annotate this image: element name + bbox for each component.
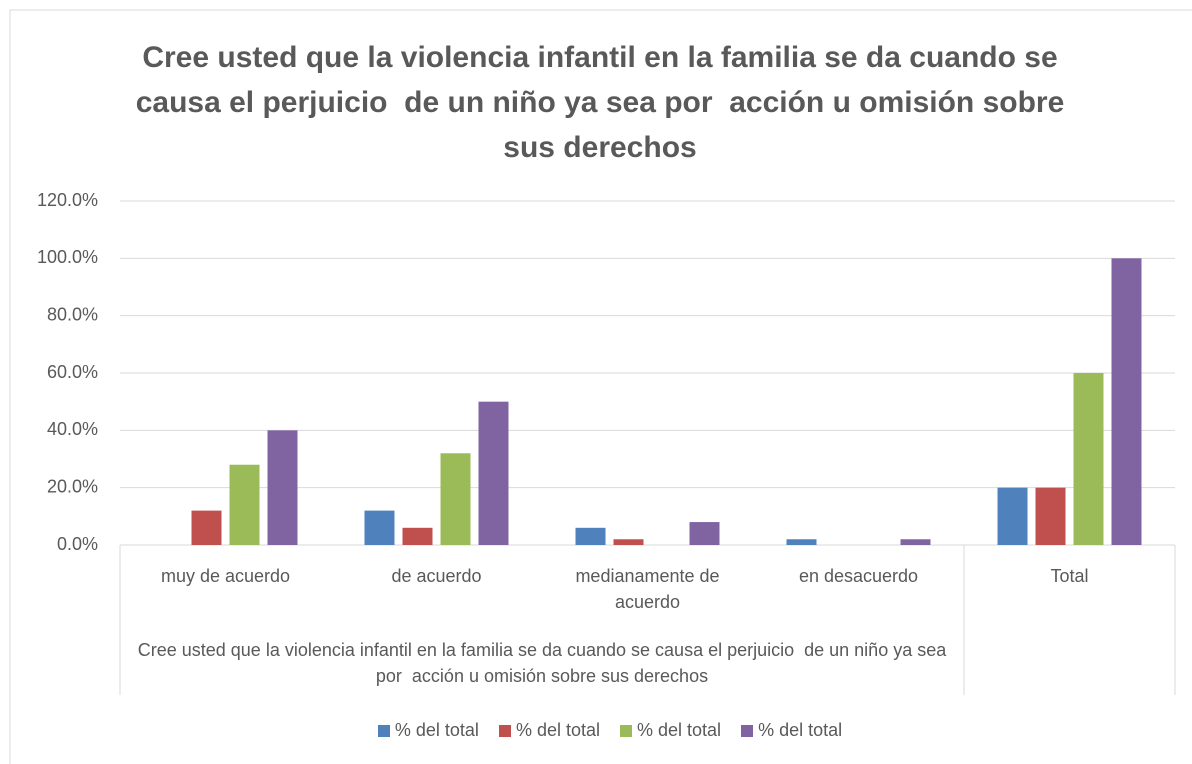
legend-label: % del total bbox=[758, 720, 843, 740]
y-tick-label: 80.0% bbox=[47, 304, 98, 324]
bar bbox=[613, 539, 644, 545]
bar bbox=[229, 464, 260, 545]
bar bbox=[440, 453, 471, 545]
x-tick-label: Total bbox=[1050, 566, 1089, 586]
x-tick-label: de acuerdo bbox=[391, 566, 482, 586]
y-tick-label: 40.0% bbox=[47, 419, 98, 439]
legend-swatch bbox=[741, 724, 754, 737]
legend-item: % del total bbox=[620, 720, 721, 741]
bar bbox=[364, 510, 395, 545]
bar bbox=[900, 539, 931, 545]
bar bbox=[402, 527, 433, 545]
legend: % del total % del total % del total % del t… bbox=[0, 720, 1192, 741]
bar bbox=[575, 527, 606, 545]
bar bbox=[786, 539, 817, 545]
x-tick-label: en desacuerdo bbox=[798, 566, 919, 586]
chart-border bbox=[9, 9, 1192, 764]
bar bbox=[689, 522, 720, 545]
legend-label: % del total bbox=[637, 720, 722, 740]
x-tick-label: medianamente de acuerdo bbox=[575, 566, 725, 612]
legend-item: % del total bbox=[377, 720, 479, 741]
bar bbox=[1035, 487, 1066, 545]
legend-swatch bbox=[377, 724, 390, 737]
bar bbox=[478, 401, 509, 545]
y-tick-label: 60.0% bbox=[47, 362, 98, 382]
legend-swatch bbox=[498, 724, 511, 737]
legend-label: % del total bbox=[394, 720, 479, 740]
legend-swatch bbox=[620, 724, 632, 737]
y-tick-label: 0.0% bbox=[57, 534, 98, 554]
y-tick-label: 20.0% bbox=[47, 476, 98, 496]
bar bbox=[191, 510, 222, 545]
chart-title: Cree usted que la violencia infantil en … bbox=[135, 41, 1073, 164]
y-tick-label: 100.0% bbox=[37, 247, 98, 267]
legend-item: % del total bbox=[741, 720, 842, 741]
legend-item: % del total bbox=[498, 720, 600, 741]
category-group-label: Cree usted que la violencia infantil en … bbox=[137, 640, 952, 686]
x-tick-label: muy de acuerdo bbox=[160, 566, 291, 586]
bar bbox=[1111, 258, 1142, 545]
legend-label: % del total bbox=[515, 720, 600, 740]
bar bbox=[267, 430, 298, 545]
bar bbox=[997, 487, 1028, 545]
y-tick-label: 120.0% bbox=[37, 190, 98, 210]
bar bbox=[1073, 373, 1104, 545]
